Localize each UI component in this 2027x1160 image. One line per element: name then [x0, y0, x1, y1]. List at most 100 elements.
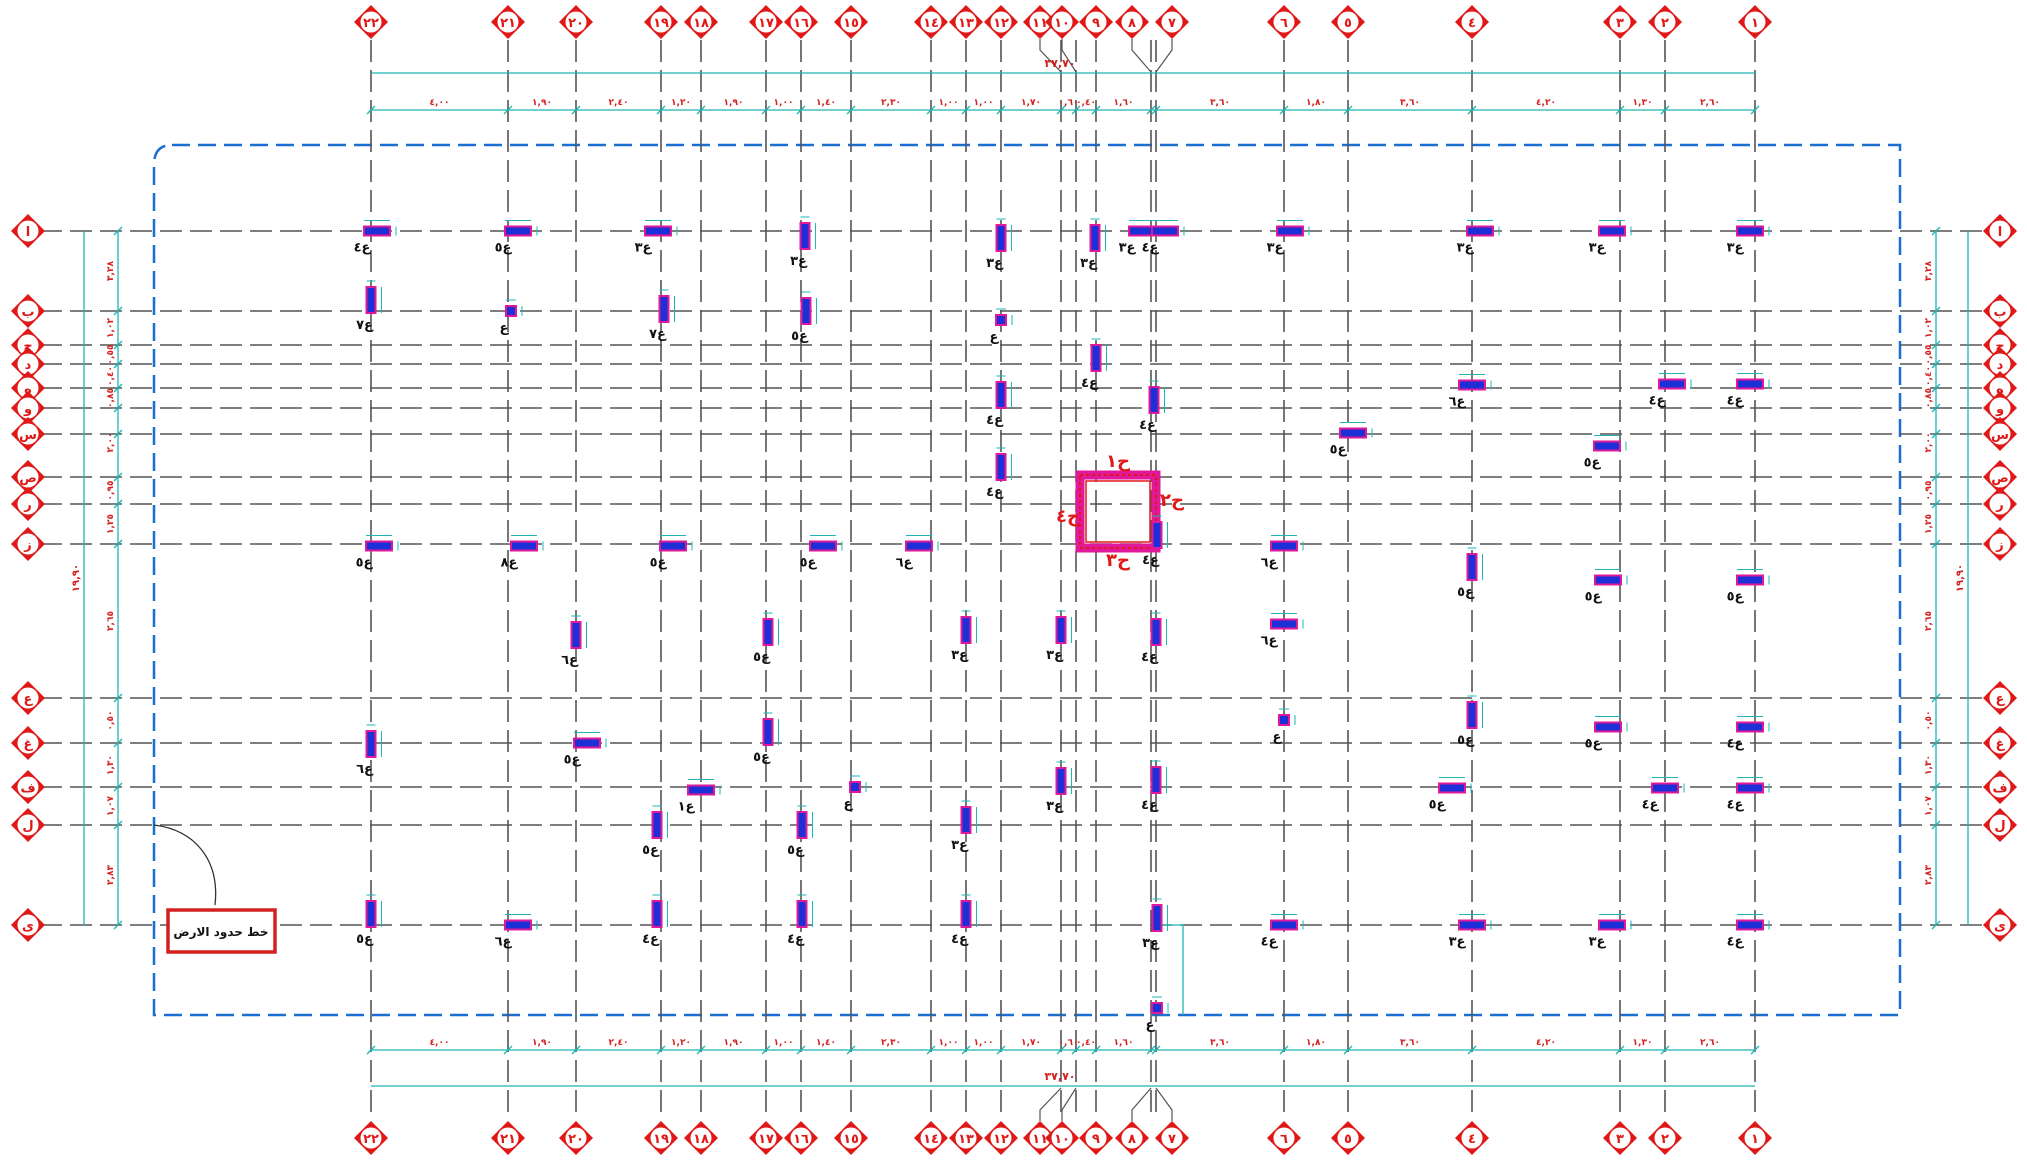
dim-tick-left-9	[113, 499, 123, 509]
dim-tick-left-12	[113, 738, 123, 748]
axis-bubble-top-20: ٣	[1603, 5, 1637, 39]
column-46-body	[1278, 714, 1290, 726]
axis-bubble-left-4-circle	[17, 353, 39, 375]
column-29-body	[659, 540, 687, 552]
dim-segment-label-bottom-1: ٤,٠٠	[430, 1038, 450, 1048]
column-32: ع٤	[1142, 515, 1168, 568]
axis-bubble-top-5-label: ١٨	[693, 16, 709, 31]
axis-bubble-right-15-label: ى	[1994, 919, 2006, 934]
column-26: ع٤	[986, 447, 1012, 500]
axis-bubble-left-13: ف	[11, 770, 45, 804]
column-64-label: ع٤	[951, 932, 969, 947]
axis-bubble-bottom-21-circle	[1654, 1127, 1676, 1149]
axis-bubble-right-15: ى	[1983, 908, 2017, 942]
dim-segment-label-top-21: ٢,٦٠	[1700, 98, 1720, 108]
column-19-label: ع٤	[1081, 376, 1099, 391]
axis-bubble-right-7-circle	[1989, 423, 2011, 445]
dim-tick-bottom-14	[1091, 1045, 1101, 1055]
axis-bubble-bottom-2-label: ٢١	[500, 1132, 516, 1147]
axis-bubble-bottom-20: ٣	[1603, 1121, 1637, 1155]
column-48: ع٥	[1585, 716, 1628, 752]
column-1: ع٤	[354, 220, 397, 256]
column-32-label: ع٤	[1142, 553, 1160, 568]
column-62: ع٤	[642, 894, 668, 947]
axis-bubble-bottom-8-circle	[840, 1127, 862, 1149]
column-37: ع٦	[561, 615, 587, 668]
column-53-body	[1150, 766, 1162, 794]
axis-bubble-bottom-15: ٨	[1115, 1121, 1149, 1155]
axis-bubble-left-11-circle	[17, 687, 39, 709]
column-30-body	[809, 540, 837, 552]
dim-tick-left-5	[113, 383, 123, 393]
column-4-body	[799, 222, 811, 250]
axis-bubble-top-1-label: ٢٢	[363, 16, 379, 31]
dim-segment-label-left-13: ٢,٨٣	[106, 865, 116, 885]
dim-segment-label-right-4: ٠,٤٠	[1924, 366, 1934, 386]
column-52-label: ع٣	[1046, 799, 1064, 814]
axis-bubble-left-1: ا	[11, 214, 45, 248]
axis-bubble-bottom-17: ٦	[1267, 1121, 1301, 1155]
dim-segment-label-right-7: ٠,٩٥	[1924, 481, 1934, 501]
axis-bubble-right-13-label: ف	[1992, 781, 2007, 796]
axis-bubble-top-19-label: ٤	[1468, 16, 1476, 31]
axis-bubble-top-16-label: ٧	[1168, 16, 1176, 31]
axis-bubble-bottom-1-circle	[360, 1127, 382, 1149]
dim-segment-label-left-9: ٢,٦٥	[106, 611, 116, 631]
column-29: ع٥	[650, 535, 693, 571]
axis-bubble-bottom-17-circle	[1273, 1127, 1295, 1149]
column-20-body	[1148, 386, 1160, 414]
dim-tick-top-7	[796, 105, 806, 115]
axis-bubble-right-13: ف	[1983, 770, 2017, 804]
axis-bubble-top-7-label: ١٦	[793, 16, 809, 31]
dim-segment-label-left-8: ١,٢٥	[106, 514, 116, 534]
column-59-label: ع٣	[951, 838, 969, 853]
grid-lines-layer	[40, 39, 1990, 1121]
axis-bubble-left-3-circle	[17, 334, 39, 356]
dim-tick-bottom-21	[1660, 1045, 1670, 1055]
column-56: ع٤	[1727, 777, 1770, 813]
axis-bubble-bottom-10-label: ١٣	[958, 1132, 974, 1147]
axis-bubble-top-6: ١٧	[749, 5, 783, 39]
column-17-body	[995, 314, 1007, 326]
dim-segment-label-top-6: ١,٠٠	[774, 98, 794, 108]
column-31: ع٦	[896, 535, 939, 571]
dim-tick-bottom-6	[761, 1045, 771, 1055]
dim-tick-right-12	[1931, 738, 1941, 748]
column-12-label: ع٣	[1727, 241, 1745, 256]
dim-tick-right-9	[1931, 499, 1941, 509]
column-6-body	[1089, 224, 1101, 252]
dim-tick-right-6	[1931, 403, 1941, 413]
dim-tick-left-8	[113, 472, 123, 482]
axis-leader-top-16	[1155, 39, 1173, 73]
column-65-label: ع٣	[1142, 936, 1160, 951]
core-label-left: ح٤	[1056, 506, 1080, 527]
column-43-body	[365, 730, 377, 758]
dim-segment-label-top-3: ٢,٤٠	[609, 98, 629, 108]
column-61-body	[504, 919, 532, 931]
dim-tick-top-13	[1071, 105, 1081, 115]
axis-bubble-bottom-6: ١٧	[749, 1121, 783, 1155]
column-16-label: ع٥	[791, 329, 809, 344]
axis-bubble-right-5-label: ه	[1996, 382, 2004, 397]
axis-bubble-bottom-5: ١٨	[684, 1121, 718, 1155]
axis-bubble-top-22-label: ١	[1751, 16, 1759, 31]
dim-segment-label-top-8: ٢,٣٠	[881, 98, 901, 108]
column-66: ع٤	[1261, 914, 1304, 950]
axis-bubble-right-10-circle	[1989, 533, 2011, 555]
axis-bubble-right-1-label: ا	[1998, 225, 2002, 240]
dim-segment-label-bottom-9: ١,٠٠	[939, 1038, 959, 1048]
column-25-label: ع٥	[1584, 456, 1602, 471]
dim-tick-right-7	[1931, 429, 1941, 439]
axis-bubble-left-6-label: و	[23, 402, 32, 417]
column-38-label: ع٥	[753, 650, 771, 665]
axis-bubble-left-5-circle	[17, 377, 39, 399]
axis-bubble-top-18-circle	[1337, 11, 1359, 33]
axis-bubble-top-13: ١٠	[1045, 5, 1079, 39]
dim-tick-right-3	[1931, 340, 1941, 350]
column-18-label: ع٤	[986, 413, 1004, 428]
axis-bubble-right-6-label: و	[1995, 402, 2004, 417]
column-67-body	[1458, 919, 1486, 931]
axis-bubble-right-12: غ	[1983, 726, 2017, 760]
dim-segment-label-bottom-6: ١,٠٠	[774, 1038, 794, 1048]
column-60-label: ع٥	[356, 932, 374, 947]
